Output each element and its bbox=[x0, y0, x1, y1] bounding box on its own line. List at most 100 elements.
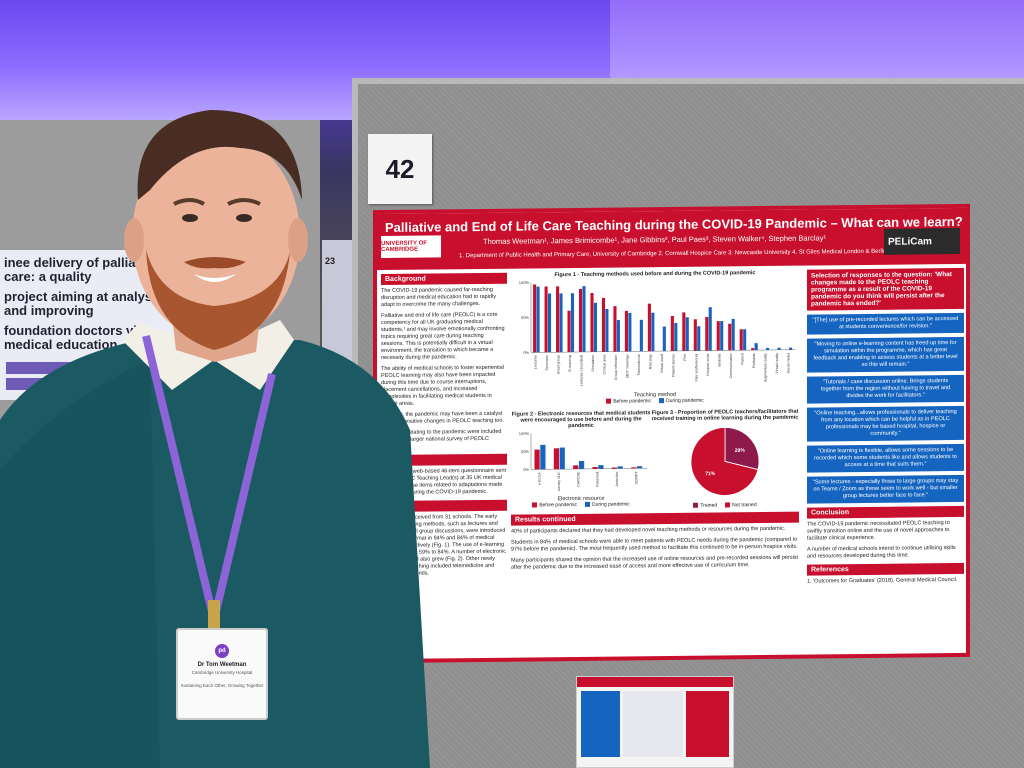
bar-during bbox=[720, 321, 724, 351]
small-poster-copy bbox=[576, 676, 734, 768]
bar-during bbox=[582, 286, 586, 352]
badge-name: Dr Tom Weetman bbox=[197, 662, 247, 668]
small-poster-block bbox=[623, 691, 683, 757]
bar-before bbox=[751, 348, 755, 351]
poster-title: Palliative and End of Life Care Teaching… bbox=[385, 213, 963, 236]
back-poster-title-3: foundation doctors via medical education bbox=[4, 323, 145, 352]
bar-before bbox=[601, 297, 606, 352]
back-poster-title-1: inee delivery of palliative care: a qual… bbox=[4, 255, 158, 284]
bar-during bbox=[662, 326, 666, 352]
bar-during bbox=[639, 319, 643, 352]
x-tick-label: Lectures (recorded) bbox=[580, 355, 584, 386]
research-poster: Palliative and End of Life Care Teaching… bbox=[373, 203, 970, 664]
bar-before bbox=[578, 288, 583, 352]
bar-before bbox=[553, 448, 560, 470]
bar-during bbox=[628, 312, 632, 352]
back-poster-title-2: project aiming at analysing and improvin… bbox=[4, 289, 172, 318]
pie-label: 71% bbox=[705, 471, 716, 477]
references-heading: References bbox=[807, 562, 964, 576]
bar-during bbox=[616, 320, 620, 352]
fig3-panel: Figure 3 - Proportion of PEOLC teachers/… bbox=[651, 409, 799, 510]
x-tick-label: Role play bbox=[649, 354, 653, 369]
conclusion-heading: Conclusion bbox=[807, 505, 964, 519]
x-tick-label: Small group bbox=[557, 355, 561, 374]
bar-during bbox=[559, 293, 563, 353]
legend-before: Before pandemic bbox=[606, 398, 651, 405]
bar-during bbox=[766, 347, 770, 351]
bar-before bbox=[611, 467, 618, 469]
bar-during bbox=[674, 322, 678, 351]
pie-slice-not-trained bbox=[690, 427, 759, 496]
x-tick-label: Simulation bbox=[591, 355, 595, 372]
poster-quotes-column: Selection of responses to the question: … bbox=[807, 267, 964, 590]
bar-during bbox=[617, 466, 623, 469]
fig2-title: Figure 2 - Electronic resources that med… bbox=[511, 410, 651, 430]
x-tick-label: e-ELCA bbox=[538, 472, 542, 485]
bar-before bbox=[739, 329, 743, 351]
bar-during bbox=[547, 293, 552, 353]
quote-box: "[The] use of pre-recorded lectures whic… bbox=[807, 312, 964, 335]
x-tick-label: Patient bbox=[740, 353, 744, 364]
bar-before bbox=[613, 306, 617, 352]
x-tick-label: Bedside bbox=[717, 353, 721, 366]
y-tick-label: 100% bbox=[519, 431, 530, 436]
x-tick-label: Telemedicine bbox=[637, 354, 641, 375]
x-tick-label: Film bbox=[683, 354, 687, 361]
y-tick-label: 50% bbox=[521, 449, 529, 454]
fig1-chart: 0% 50% 100% Lectures Seminars Small group E-le… bbox=[519, 280, 795, 386]
bar-during bbox=[743, 329, 747, 351]
quotes-heading: Selection of responses to the question: … bbox=[807, 267, 964, 311]
x-tick-label: Clinical area bbox=[603, 355, 607, 375]
bar-during bbox=[540, 444, 546, 470]
bar-during bbox=[636, 466, 643, 469]
x-tick-label: University VLE bbox=[557, 472, 561, 492]
bar-before bbox=[693, 319, 697, 351]
quote-box: "Online learning is flexible, allows som… bbox=[807, 443, 964, 473]
bar-before bbox=[534, 449, 540, 470]
quote-box: "Tutorials / case discussion online. Bri… bbox=[807, 374, 964, 404]
x-tick-label: Inter-professional bbox=[694, 354, 698, 382]
bar-during bbox=[708, 307, 712, 351]
bar-during bbox=[731, 318, 735, 351]
results-continued-paragraph: 40% of participants declared that they h… bbox=[511, 525, 786, 535]
quote-box: "Some lectures - especially those to lar… bbox=[807, 474, 964, 504]
x-tick-label: Social media bbox=[786, 353, 790, 374]
fig3-chart: 29% 71% bbox=[690, 427, 760, 496]
fig2-panel: Figure 2 - Electronic resources that med… bbox=[511, 410, 651, 510]
poster-authors: Thomas Weetman¹, James Brimicombe¹, Jane… bbox=[483, 233, 826, 246]
bar-during bbox=[536, 286, 540, 353]
conclusion-paragraph: A number of medical schools intend to co… bbox=[807, 545, 956, 560]
fig2-chart: 0% 50% 100% e-ELCA University VLE CAPCSE Passm… bbox=[519, 431, 647, 496]
bar-before bbox=[647, 303, 651, 352]
legend-during: During pandemic bbox=[659, 398, 704, 404]
bar-during bbox=[685, 317, 689, 351]
fig3-legend: Trained Not trained bbox=[651, 502, 799, 510]
bar-during bbox=[570, 293, 575, 353]
bar-before bbox=[631, 467, 637, 469]
bar-before bbox=[705, 317, 709, 351]
poster-figures-column: Figure 1 - Teaching methods used before … bbox=[511, 270, 799, 576]
y-tick-label: 100% bbox=[519, 280, 530, 285]
x-tick-label: MDT meetings bbox=[626, 354, 630, 378]
small-poster-block bbox=[685, 691, 729, 757]
bar-before bbox=[716, 321, 720, 351]
poster-body: Palliative and End of Life Care Teaching… bbox=[377, 207, 966, 660]
name-badge: pd Dr Tom Weetman Cambridge University H… bbox=[176, 628, 268, 720]
results-continued-heading: Results continued bbox=[511, 511, 799, 526]
badge-tagline: Sustaining Each Other, Growing Together bbox=[180, 683, 264, 688]
pie-slice-trained bbox=[724, 427, 760, 471]
x-tick-label: Podcasts bbox=[752, 353, 756, 368]
x-tick-label: Group reflection bbox=[614, 355, 618, 381]
bar-during bbox=[754, 343, 758, 351]
bar-before bbox=[670, 315, 674, 352]
bar-before bbox=[544, 286, 548, 353]
x-tick-label: Seminars bbox=[545, 355, 549, 370]
quote-box: "Online teaching...allows professionals … bbox=[807, 405, 964, 442]
bar-before bbox=[533, 284, 537, 353]
bar-before bbox=[556, 286, 560, 353]
small-poster-block bbox=[581, 691, 621, 757]
bar-before bbox=[728, 323, 732, 351]
bar-during bbox=[593, 302, 598, 352]
bar-during bbox=[559, 447, 565, 470]
